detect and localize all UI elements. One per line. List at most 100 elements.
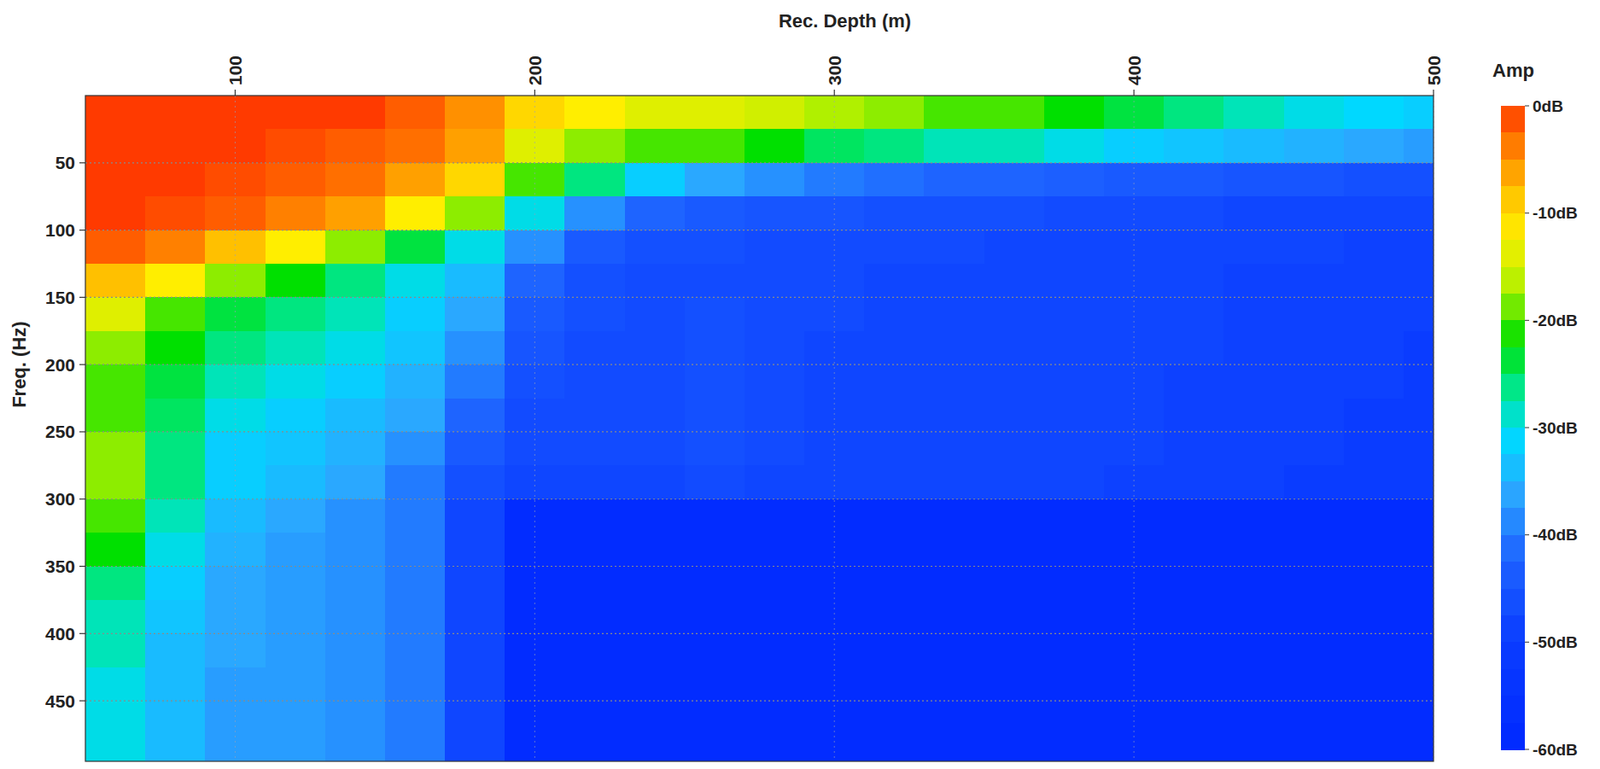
cell <box>923 734 985 762</box>
cell <box>923 667 985 702</box>
cell <box>1403 95 1434 130</box>
cell <box>265 566 327 602</box>
cell <box>1044 128 1105 164</box>
cell <box>1343 532 1405 567</box>
cell <box>444 633 506 668</box>
cell <box>684 667 746 702</box>
cell <box>1284 499 1345 534</box>
plot-bg <box>85 95 1434 762</box>
cell <box>385 633 446 668</box>
colorbar-step <box>1500 427 1525 456</box>
cell <box>864 532 925 567</box>
cell <box>1223 230 1285 265</box>
cell <box>444 532 506 567</box>
cell <box>1163 432 1225 467</box>
cell <box>325 163 386 198</box>
cell <box>864 667 925 702</box>
cell <box>684 128 746 164</box>
cell <box>444 499 506 534</box>
cell <box>684 566 746 602</box>
cell <box>1223 297 1285 332</box>
cell <box>984 566 1046 602</box>
cell <box>864 95 925 130</box>
colorbar-tick <box>1524 749 1530 751</box>
cell <box>744 297 806 332</box>
cell <box>325 364 386 399</box>
cell <box>1223 633 1285 668</box>
cell <box>1343 163 1405 198</box>
cell <box>864 263 925 298</box>
colorbar-step <box>1500 373 1525 402</box>
cell <box>325 263 386 298</box>
cell <box>984 700 1046 736</box>
cell <box>1403 432 1434 467</box>
cell <box>1223 465 1285 500</box>
cell <box>684 700 746 736</box>
cell <box>564 398 625 433</box>
cell <box>1343 600 1405 635</box>
cell <box>265 297 327 332</box>
x-tick <box>834 89 836 96</box>
cell <box>864 499 925 534</box>
y-tick <box>79 633 86 635</box>
cell <box>1284 196 1345 231</box>
cell <box>1044 499 1105 534</box>
grid-line <box>234 95 236 762</box>
cell <box>744 331 806 366</box>
cell <box>385 432 446 467</box>
cell <box>1284 566 1345 602</box>
x-tick <box>1133 89 1135 96</box>
cell <box>1284 331 1345 366</box>
cell <box>1403 297 1434 332</box>
cell <box>444 297 506 332</box>
cell <box>145 128 206 164</box>
colorbar-step <box>1500 561 1525 590</box>
cell <box>265 163 327 198</box>
cell <box>864 566 925 602</box>
cell <box>1343 734 1405 762</box>
cell <box>984 499 1046 534</box>
cell <box>564 163 625 198</box>
cell <box>85 230 146 265</box>
cell <box>923 331 985 366</box>
cell <box>1403 196 1434 231</box>
cell <box>325 633 386 668</box>
cell <box>385 667 446 702</box>
cell <box>744 465 806 500</box>
colorbar-title: Amp <box>1492 59 1535 82</box>
colorbar-tick-label: -50dB <box>1532 633 1578 652</box>
cell <box>1044 331 1105 366</box>
cell <box>984 263 1046 298</box>
cell <box>444 566 506 602</box>
cell <box>1163 297 1225 332</box>
grid-line <box>85 364 1434 366</box>
cell <box>1284 633 1345 668</box>
cell <box>265 196 327 231</box>
cell <box>1163 667 1225 702</box>
cell <box>744 398 806 433</box>
cell <box>1343 398 1405 433</box>
cell <box>923 465 985 500</box>
cell <box>1223 128 1285 164</box>
cell <box>864 465 925 500</box>
cell <box>1284 532 1345 567</box>
cell <box>1284 432 1345 467</box>
cell <box>1284 734 1345 762</box>
cell <box>1343 633 1405 668</box>
cell <box>85 297 146 332</box>
cell <box>1163 128 1225 164</box>
cell <box>444 432 506 467</box>
cell <box>145 633 206 668</box>
cell <box>1343 230 1405 265</box>
cell <box>265 364 327 399</box>
cell <box>385 163 446 198</box>
cell <box>325 499 386 534</box>
cell <box>145 499 206 534</box>
cell <box>265 499 327 534</box>
colorbar-step <box>1500 132 1525 160</box>
cell <box>265 667 327 702</box>
cell <box>984 230 1046 265</box>
cell <box>984 297 1046 332</box>
cell <box>265 331 327 366</box>
cell <box>145 734 206 762</box>
